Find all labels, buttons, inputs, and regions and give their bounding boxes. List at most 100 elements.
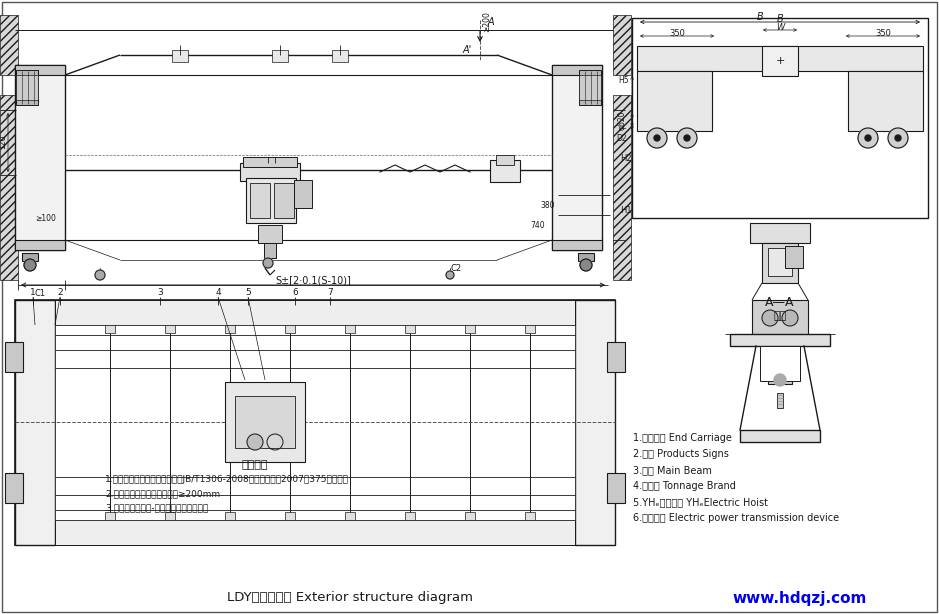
Bar — [264, 243, 276, 258]
Bar — [760, 346, 800, 381]
Bar — [105, 325, 115, 333]
Text: 120: 120 — [0, 135, 8, 149]
Bar — [55, 520, 575, 545]
Text: A': A' — [463, 45, 472, 55]
Bar — [243, 157, 297, 167]
Text: A—A: A—A — [765, 295, 794, 308]
Bar — [5, 473, 23, 503]
Bar — [785, 246, 803, 268]
Bar — [165, 325, 175, 333]
Text: W: W — [776, 23, 784, 31]
Text: 4.吠位牌 Tonnage Brand: 4.吠位牌 Tonnage Brand — [633, 481, 736, 491]
Bar — [272, 50, 288, 62]
Bar — [578, 253, 594, 261]
Text: 2.厂房均应比起重机最高点高≥200mm: 2.厂房均应比起重机最高点高≥200mm — [105, 489, 220, 499]
Bar — [240, 163, 300, 181]
Bar — [613, 95, 631, 280]
Bar — [632, 18, 928, 218]
Bar — [0, 15, 18, 75]
Text: D2: D2 — [616, 133, 627, 142]
Text: www.hdqzj.com: www.hdqzj.com — [732, 591, 868, 605]
Bar — [55, 325, 575, 520]
Bar — [637, 46, 923, 71]
Circle shape — [895, 135, 901, 141]
Bar — [490, 160, 520, 182]
Bar — [332, 50, 348, 62]
Bar — [15, 300, 55, 545]
Bar — [165, 512, 175, 520]
Bar — [405, 325, 415, 333]
Bar — [16, 70, 38, 105]
Bar — [105, 512, 115, 520]
Bar — [235, 396, 295, 448]
Circle shape — [865, 135, 871, 141]
Bar — [15, 65, 65, 75]
Bar — [750, 223, 810, 243]
Bar — [15, 65, 65, 250]
Bar — [768, 248, 792, 276]
Bar — [613, 15, 631, 75]
Text: 3: 3 — [157, 287, 162, 297]
Circle shape — [580, 259, 592, 271]
Circle shape — [677, 128, 697, 148]
Text: LDY外形结构图 Exterior structure diagram: LDY外形结构图 Exterior structure diagram — [227, 591, 473, 605]
Bar — [776, 335, 784, 353]
Bar — [55, 300, 575, 325]
Text: 5.YHₑ电动葵芦 YHₑElectric Hoist: 5.YHₑ电动葵芦 YHₑElectric Hoist — [633, 497, 768, 507]
Bar — [730, 334, 830, 346]
Text: 350: 350 — [670, 28, 685, 37]
Bar — [225, 512, 235, 520]
Bar — [285, 512, 295, 520]
Text: B: B — [777, 14, 783, 24]
Text: C1: C1 — [35, 289, 46, 298]
Bar — [0, 95, 18, 280]
Circle shape — [762, 310, 778, 326]
Bar — [274, 183, 294, 218]
Text: H1: H1 — [620, 206, 632, 214]
Text: 技术要求: 技术要求 — [241, 460, 269, 470]
Circle shape — [263, 258, 273, 268]
Text: 1: 1 — [30, 287, 36, 297]
Bar — [552, 65, 602, 250]
Circle shape — [647, 128, 667, 148]
Bar — [258, 225, 282, 243]
Bar — [762, 243, 798, 283]
Bar — [172, 50, 188, 62]
Bar — [246, 178, 296, 223]
Bar — [225, 325, 235, 333]
Bar — [777, 393, 783, 408]
Text: 4: 4 — [215, 287, 221, 297]
Circle shape — [654, 135, 660, 141]
Bar — [22, 253, 38, 261]
Bar — [607, 342, 625, 372]
Text: 6.输电装置 Electric power transmission device: 6.输电装置 Electric power transmission devic… — [633, 513, 839, 523]
Circle shape — [888, 128, 908, 148]
Bar — [552, 240, 602, 250]
Text: S±[2·0.1(S-10)]: S±[2·0.1(S-10)] — [275, 275, 351, 285]
Text: ≥200: ≥200 — [482, 12, 491, 33]
Text: 2.铭牌 Products Signs: 2.铭牌 Products Signs — [633, 449, 729, 459]
Bar — [225, 382, 305, 462]
Text: C2: C2 — [450, 263, 461, 273]
Bar — [637, 71, 712, 131]
Bar — [465, 512, 475, 520]
Bar — [496, 155, 514, 165]
Text: A: A — [488, 17, 495, 27]
Bar — [579, 70, 601, 105]
Bar — [579, 75, 601, 100]
Bar — [465, 325, 475, 333]
Bar — [5, 342, 23, 372]
Text: 3.主梁 Main Beam: 3.主梁 Main Beam — [633, 465, 712, 475]
Bar — [848, 71, 923, 131]
Text: 1.端梁装置 End Carriage: 1.端梁装置 End Carriage — [633, 433, 731, 443]
Bar — [405, 512, 415, 520]
Bar — [15, 195, 45, 210]
Circle shape — [24, 259, 36, 271]
Bar — [250, 183, 270, 218]
Bar — [768, 366, 792, 384]
Bar — [525, 512, 535, 520]
Circle shape — [247, 434, 263, 450]
Text: 2: 2 — [57, 287, 63, 297]
Bar — [607, 473, 625, 503]
Bar — [572, 195, 602, 210]
